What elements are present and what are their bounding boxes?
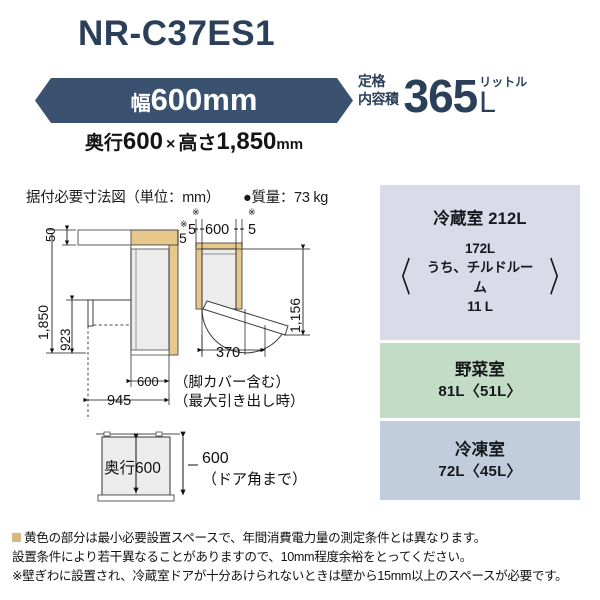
- topview-right-clearance: 5: [248, 222, 256, 238]
- diagram-heading: 据付必要寸法図（単位：mm）: [26, 190, 220, 206]
- bracket-left-icon: 〈: [389, 255, 411, 300]
- compartment-vegetable: 野菜室 81L〈51L〉: [380, 343, 580, 418]
- compartment-refrigerator-title: 冷蔵室 212L: [433, 210, 527, 229]
- front-depth-label: 奥行600: [104, 459, 161, 477]
- mass-note: ●質量：73 kg: [243, 190, 329, 206]
- product-model-title: NR-C37ES1: [78, 14, 276, 53]
- dim-total-height: 1,850: [35, 305, 51, 340]
- capacity-label-line2: 内容積: [358, 90, 399, 107]
- topview-body-width: 600: [205, 222, 229, 238]
- compartment-vegetable-capacity: 81L〈51L〉: [438, 382, 522, 400]
- installation-dimension-diagram: 50 1,850 923 ※ 5 ※ 5 600 ※ 5 1,156 37: [0, 205, 372, 510]
- capacity-unit-letter: L: [479, 85, 496, 119]
- compartment-freezer-capacity: 72L〈45L〉: [438, 462, 522, 480]
- side-clearance-mark: ※: [180, 219, 188, 229]
- footnotes: 黄色の部分は最小必要設置スペースで、年間消費電力量の測定条件とは異なります。 設…: [12, 529, 594, 586]
- dim-door-depth: 1,156: [287, 298, 303, 333]
- width-value: 600: [150, 82, 203, 117]
- refrigerator-detail-line2: うち、チルドルーム: [426, 260, 534, 295]
- bracket-right-icon: 〉: [549, 255, 571, 300]
- topview-left-mark: ※: [192, 207, 200, 217]
- capacity-value: 365: [403, 69, 479, 122]
- topview-right-mark: ※: [248, 207, 256, 217]
- height-value: 1,850: [216, 128, 277, 155]
- dimension-unit: mm: [276, 136, 304, 153]
- depth-height-line: 奥行600 × 高さ1,850mm: [35, 130, 353, 154]
- width-unit: mm: [202, 82, 258, 117]
- width-banner-text: 幅600mm: [131, 84, 258, 115]
- compartment-refrigerator-detail-text: 172L うち、チルドルーム 11 L: [422, 239, 538, 317]
- depth-value: 600: [122, 128, 163, 155]
- compartment-refrigerator: 冷蔵室 212L 〈 172L うち、チルドルーム 11 L 〉: [380, 185, 580, 340]
- footnote-row-3: ※壁ぎわに設置され、冷蔵室ドアが十分あけられないときは壁から15mm以上のスペー…: [12, 567, 594, 586]
- dim-depth-600: 600: [137, 374, 159, 389]
- footnote-line-1: 黄色の部分は最小必要設置スペースで、年間消費電力量の測定条件とは異なります。: [24, 531, 486, 545]
- note-depth-600: （脚カバー含む）: [174, 374, 290, 391]
- footnote-row-1: 黄色の部分は最小必要設置スペースで、年間消費電力量の測定条件とは異なります。: [12, 529, 594, 548]
- width-prefix: 幅: [130, 93, 151, 115]
- width-banner: 幅600mm: [35, 78, 353, 123]
- note-depth-945: （最大引き出し時）: [174, 393, 305, 410]
- height-label: 高さ: [178, 133, 217, 154]
- front-side-value: 600: [202, 450, 229, 467]
- dim-door-offset: 370: [216, 345, 240, 361]
- refrigerator-detail-line1: 172L: [465, 240, 495, 256]
- capacity-unit-group: リットル L: [477, 76, 527, 118]
- dim-drawer-height: 923: [58, 328, 73, 351]
- rated-capacity-block: 定格 内容積 365 リットル L: [358, 69, 527, 122]
- refrigerator-detail-line3: 11 L: [467, 299, 493, 315]
- yellow-swatch-icon: [12, 533, 21, 542]
- front-side-note: （ドア角まで）: [202, 471, 307, 488]
- side-clearance-value: 5: [179, 230, 187, 246]
- compartment-refrigerator-detail: 〈 172L うち、チルドルーム 11 L 〉: [380, 239, 580, 317]
- capacity-breakdown-panel: 冷蔵室 212L 〈 172L うち、チルドルーム 11 L 〉 野菜室 81L…: [380, 185, 580, 500]
- times-symbol: ×: [165, 136, 176, 153]
- compartment-freezer-title: 冷凍室: [454, 441, 506, 460]
- topview-left-clearance: 5: [188, 222, 196, 238]
- capacity-label: 定格 内容積: [358, 73, 399, 117]
- dim-top-clearance: 50: [43, 228, 58, 242]
- compartment-freezer: 冷凍室 72L〈45L〉: [380, 421, 580, 500]
- dim-depth-945: 945: [107, 393, 131, 409]
- depth-label: 奥行: [84, 133, 123, 154]
- footnote-line-2: 設置条件により若干異なることがありますので、10mm程度余裕をとってください。: [12, 550, 472, 565]
- compartment-vegetable-title: 野菜室: [454, 361, 506, 380]
- capacity-unit-kana: リットル: [479, 74, 528, 89]
- footnote-line-3: ※壁ぎわに設置され、冷蔵室ドアが十分あけられないときは壁から15mm以上のスペー…: [12, 569, 568, 584]
- footnote-row-2: 設置条件により若干異なることがありますので、10mm程度余裕をとってください。: [12, 548, 594, 567]
- capacity-label-line1: 定格: [358, 73, 385, 89]
